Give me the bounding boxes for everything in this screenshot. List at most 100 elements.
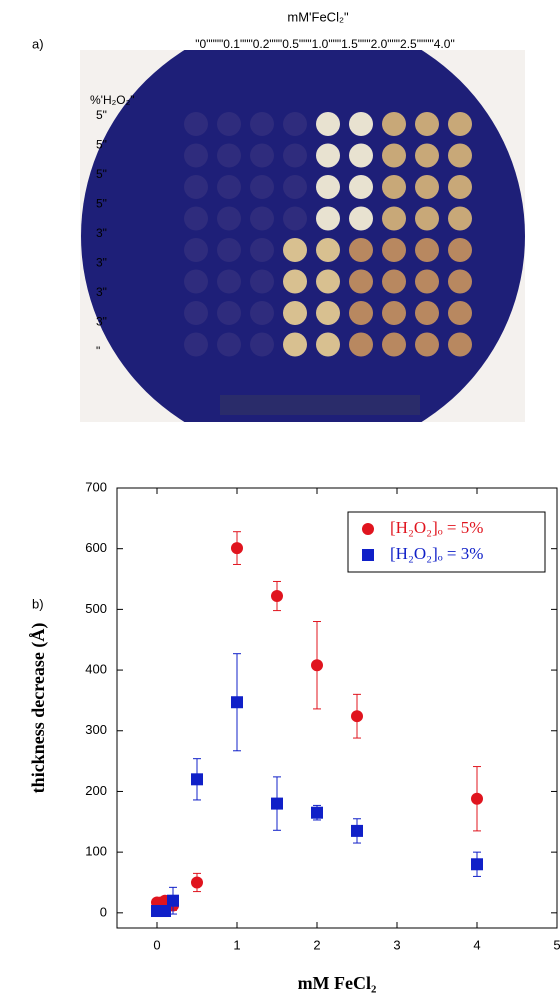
spot — [250, 332, 274, 357]
x-tick-label: 0 — [153, 937, 160, 952]
spot — [250, 143, 274, 168]
legend-label: [H₂O₂]ₒ = 3% — [390, 544, 483, 563]
spot — [250, 112, 274, 136]
y-tick-label: 300 — [85, 722, 107, 737]
wafer — [81, 50, 525, 422]
spot — [415, 238, 439, 262]
spot — [349, 332, 373, 357]
spot — [283, 269, 307, 294]
row-label: " — [96, 344, 100, 358]
panel-label: b) — [32, 596, 44, 611]
spot — [184, 332, 208, 357]
row-label: 3" — [96, 315, 107, 329]
legend-label: [H₂O₂]ₒ = 5% — [390, 518, 483, 537]
x-tick-label: 2 — [313, 937, 320, 952]
spot — [217, 269, 241, 294]
point — [231, 542, 243, 555]
y-tick-label: 700 — [85, 479, 107, 494]
spot — [316, 301, 340, 325]
spot — [382, 175, 406, 199]
spot — [349, 301, 373, 325]
spot — [184, 238, 208, 262]
spot — [349, 206, 373, 231]
y-tick-label: 600 — [85, 540, 107, 555]
spot — [184, 175, 208, 199]
spot — [316, 269, 340, 294]
y-tick-label: 0 — [100, 904, 107, 919]
spot — [283, 301, 307, 325]
spot — [448, 143, 472, 168]
spot — [250, 238, 274, 262]
spot — [349, 238, 373, 262]
spot — [217, 332, 241, 357]
spot — [283, 238, 307, 262]
spot — [349, 269, 373, 294]
x-axis-label: mM FeCl₂ — [298, 973, 377, 993]
point — [311, 806, 323, 819]
spot — [415, 112, 439, 136]
spot — [316, 175, 340, 199]
spot — [217, 143, 241, 168]
spot — [415, 206, 439, 231]
spot — [382, 112, 406, 136]
y-tick-label: 400 — [85, 662, 107, 677]
plot-frame — [116, 487, 558, 929]
legend-marker — [362, 523, 374, 535]
legend-box — [347, 511, 546, 573]
y-axis-label: thickness decrease (Å) — [28, 623, 49, 794]
y-tick-label: 100 — [85, 844, 107, 859]
spot — [382, 238, 406, 262]
spot — [217, 238, 241, 262]
spot — [448, 269, 472, 294]
spot — [415, 143, 439, 168]
spot — [448, 301, 472, 325]
row-label: 3" — [96, 256, 107, 270]
spot — [448, 112, 472, 136]
point — [191, 773, 203, 786]
spot — [316, 332, 340, 357]
point — [351, 710, 363, 723]
spot — [184, 301, 208, 325]
spot — [448, 175, 472, 199]
spot — [448, 238, 472, 262]
row-header: %'H₂O₂" — [90, 93, 135, 107]
spot — [448, 206, 472, 231]
row-label: 3" — [96, 285, 107, 299]
spot — [184, 143, 208, 168]
point — [471, 792, 483, 805]
y-tick-label: 500 — [85, 601, 107, 616]
spot — [415, 301, 439, 325]
spot — [382, 143, 406, 168]
spot — [250, 269, 274, 294]
spot — [382, 301, 406, 325]
column-labels: "0""""0.1"""0.2"""0.5"""1.0"""1.5"""2.0"… — [195, 37, 454, 51]
legend-marker — [362, 549, 374, 561]
spot — [349, 175, 373, 199]
spot — [283, 175, 307, 199]
spot — [415, 332, 439, 357]
point — [231, 696, 243, 709]
point — [471, 858, 483, 871]
spot — [283, 206, 307, 231]
point — [351, 824, 363, 837]
spot — [349, 112, 373, 136]
spot — [382, 269, 406, 294]
x-tick-label: 4 — [473, 937, 480, 952]
spot — [250, 206, 274, 231]
spot — [382, 332, 406, 357]
point — [271, 797, 283, 810]
row-label: 5" — [96, 167, 107, 181]
point — [311, 659, 323, 672]
spot — [250, 175, 274, 199]
spot — [316, 206, 340, 231]
spot — [316, 112, 340, 136]
spot — [184, 206, 208, 231]
spot — [217, 301, 241, 325]
panel-label: a) — [32, 36, 44, 51]
spot — [217, 112, 241, 136]
spot — [382, 206, 406, 231]
spot — [283, 143, 307, 168]
x-tick-label: 3 — [393, 937, 400, 952]
